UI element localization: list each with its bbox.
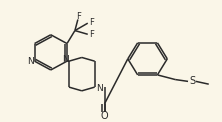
- Text: O: O: [101, 111, 108, 121]
- Text: F: F: [76, 12, 81, 21]
- Text: N: N: [27, 57, 34, 66]
- Text: F: F: [89, 30, 94, 39]
- Text: N: N: [96, 84, 103, 93]
- Text: F: F: [89, 18, 94, 27]
- Text: N: N: [62, 55, 68, 64]
- Text: S: S: [189, 76, 195, 86]
